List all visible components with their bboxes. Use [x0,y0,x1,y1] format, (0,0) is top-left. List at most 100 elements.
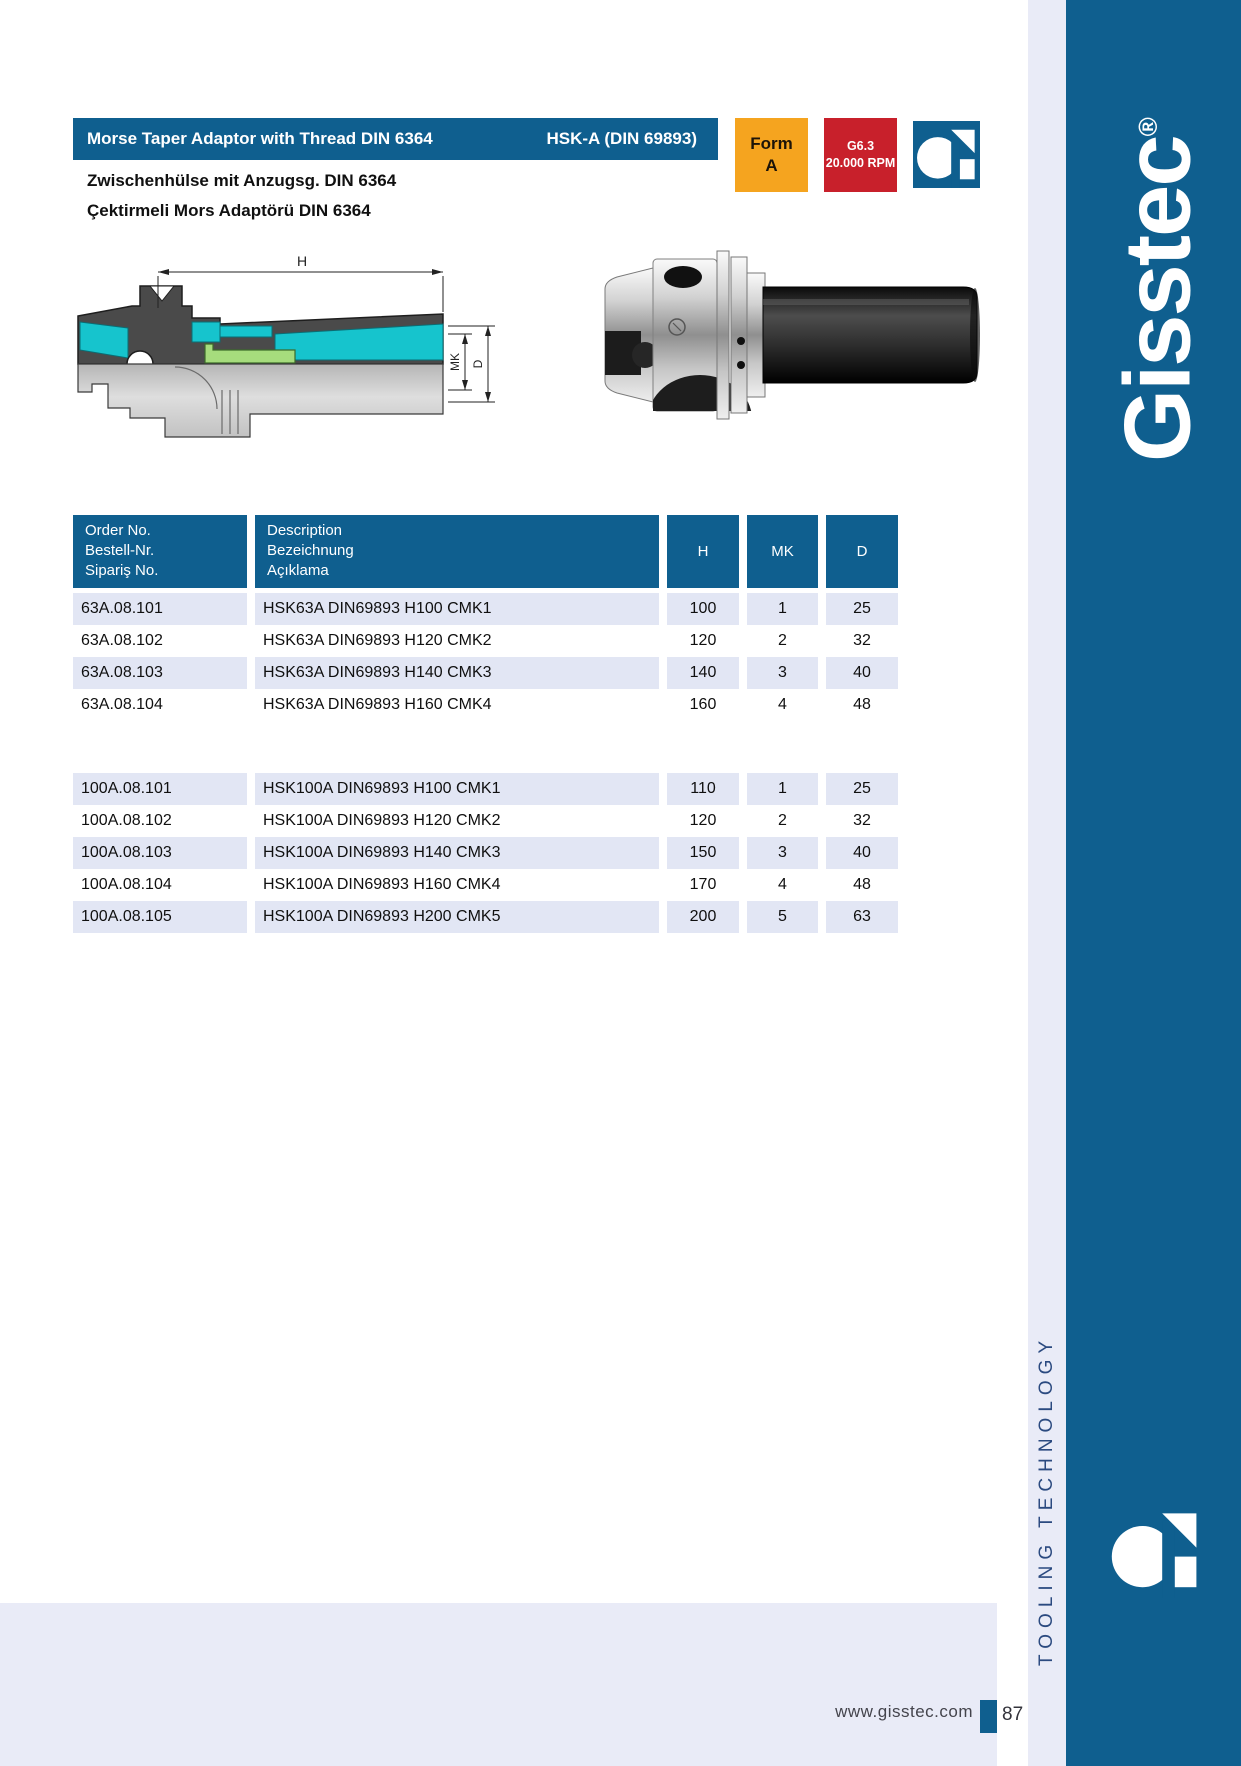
description: HSK63A DIN69893 H160 CMK4 [263,696,492,713]
form-badge-line2: A [765,156,778,175]
order-no: 63A.08.102 [81,632,163,649]
table-row: 100A.08.102 HSK100A DIN69893 H120 CMK2 1… [73,805,898,837]
engraving-mark [668,318,686,336]
collar [746,272,766,398]
thread-element [204,343,296,364]
taper-cavity-step [219,325,273,338]
group-separator [73,721,898,773]
dim-mk: 3 [747,837,818,869]
subtitle-turkish: Çektirmeli Mors Adaptörü DIN 6364 [87,201,371,220]
dim-mk: 3 [747,657,818,689]
website-link[interactable]: www.gisstec.com [835,1702,973,1721]
table-body: 63A.08.101 HSK63A DIN69893 H100 CMK1 100… [73,593,898,933]
page-title: Morse Taper Adaptor with Thread DIN 6364 [87,129,433,148]
description: HSK100A DIN69893 H120 CMK2 [263,812,501,829]
table-header-row: Order No. Bestell-Nr. Sipariş No. Descri… [73,515,898,588]
page-number-marker [980,1700,997,1733]
col-header-description: Description Bezeichnung Açıklama [255,515,659,588]
table-row: 63A.08.101 HSK63A DIN69893 H100 CMK1 100… [73,593,898,625]
order-no: 63A.08.101 [73,593,247,625]
nose-bore [632,342,658,368]
brand-tagline: TOOLING TECHNOLOGY [1036,1334,1057,1666]
grip-recess [664,266,702,288]
order-no: 100A.08.103 [73,837,247,869]
dim-mk: 4 [778,696,787,713]
dim-d: 48 [853,876,871,893]
col-header-d: D [826,515,898,588]
technical-drawing: H MK D [77,253,495,438]
dim-mk: 1 [747,773,818,805]
gisstec-g-logo-badge [913,121,980,188]
dim-d: 25 [826,773,898,805]
table-row: 63A.08.102 HSK63A DIN69893 H120 CMK2 120… [73,625,898,657]
order-no: 63A.08.103 [73,657,247,689]
balance-speed-badge: G6.3 20.000 RPM [824,118,897,192]
flange-v-groove [148,285,176,302]
dim-h: 110 [667,773,739,805]
page-number: 87 [1002,1704,1024,1725]
order-no: 100A.08.101 [73,773,247,805]
taper-cavity-mid [191,321,221,343]
dim-d: 63 [826,901,898,933]
dim-mk: 5 [747,901,818,933]
dim-h: 150 [667,837,739,869]
dim-d: 32 [853,632,871,649]
dim-mk: 4 [778,876,787,893]
brand-logotype: Gisstec® [1098,117,1210,462]
spec-label: HSK-A (DIN 69893) [546,129,697,148]
dim-h: 120 [689,812,717,829]
table-row: 100A.08.105 HSK100A DIN69893 H200 CMK5 2… [73,901,898,933]
registered-mark: ® [1133,117,1163,137]
dimension-label-mk: MK [448,353,462,371]
table-row: 100A.08.101 HSK100A DIN69893 H100 CMK1 1… [73,773,898,805]
description: HSK100A DIN69893 H160 CMK4 [263,876,501,893]
dim-h: 160 [689,696,717,713]
flange-ring [716,250,730,420]
order-no: 100A.08.102 [81,812,172,829]
brand-name: Gisstec [1104,136,1210,462]
brand-panel [1066,0,1241,1766]
product-table: Order No. Bestell-Nr. Sipariş No. Descri… [73,515,898,933]
dim-h: 120 [689,632,717,649]
dim-mk: 1 [747,593,818,625]
flange-arc-detail [174,366,218,410]
description: HSK100A DIN69893 H100 CMK1 [255,773,659,805]
speed-badge-line2: 20.000 RPM [825,156,896,170]
description: HSK63A DIN69893 H120 CMK2 [263,632,492,649]
order-no: 63A.08.104 [81,696,163,713]
col-header-order: Order No. Bestell-Nr. Sipariş No. [73,515,247,588]
description: HSK63A DIN69893 H140 CMK3 [255,657,659,689]
order-no: 100A.08.105 [73,901,247,933]
dim-d: 32 [853,812,871,829]
dim-mk: 2 [778,812,787,829]
col-header-mk: MK [747,515,818,588]
order-no: 100A.08.104 [81,876,172,893]
dimension-label-h: H [297,253,307,269]
description: HSK63A DIN69893 H100 CMK1 [255,593,659,625]
speed-badge-line1: G6.3 [846,139,875,153]
table-row: 100A.08.104 HSK100A DIN69893 H160 CMK4 1… [73,869,898,901]
title-bar: Morse Taper Adaptor with Thread DIN 6364… [73,118,718,160]
dim-d: 40 [826,657,898,689]
gisstec-g-logo-large [1111,1513,1197,1598]
dim-d: 48 [853,696,871,713]
dim-h: 170 [689,876,717,893]
table-row: 63A.08.103 HSK63A DIN69893 H140 CMK3 140… [73,657,898,689]
dim-h: 140 [667,657,739,689]
col-header-h: H [667,515,739,588]
subtitle-german: Zwischenhülse mit Anzugsg. DIN 6364 [87,171,397,190]
table-row: 63A.08.104 HSK63A DIN69893 H160 CMK4 160… [73,689,898,721]
dim-h: 200 [667,901,739,933]
dim-d: 40 [826,837,898,869]
footer-band [0,1603,997,1766]
form-badge-line1: Form [750,134,793,153]
description: HSK100A DIN69893 H200 CMK5 [255,901,659,933]
table-row: 100A.08.103 HSK100A DIN69893 H140 CMK3 1… [73,837,898,869]
dim-d: 25 [826,593,898,625]
dim-mk: 2 [778,632,787,649]
drive-slot [605,331,641,375]
form-a-badge: Form A [735,118,808,192]
description: HSK100A DIN69893 H140 CMK3 [255,837,659,869]
drawing-external-half [77,363,444,438]
